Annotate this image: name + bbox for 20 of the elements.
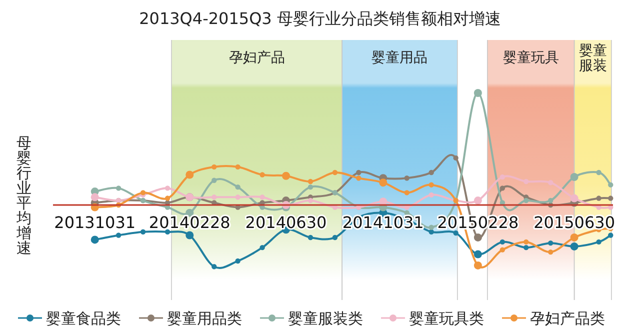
band-label: 婴童玩具: [502, 50, 559, 66]
legend-item: 婴童服装类: [260, 310, 363, 328]
legend-item: 婴童用品类: [139, 310, 242, 328]
legend-item: 孕妇产品类: [502, 310, 605, 328]
x-tick-label: 20150630: [534, 213, 616, 232]
legend-label: 孕妇产品类: [530, 310, 605, 328]
y-axis-title: 母婴行业平均增速: [16, 134, 32, 257]
x-tick-label: 20140630: [245, 213, 327, 232]
chart-title: 2013Q4-2015Q3 母婴行业分品类销售额相对增速: [139, 9, 501, 28]
legend-label: 婴童服装类: [288, 310, 363, 328]
band-label: 孕妇产品: [228, 50, 285, 66]
legend-label: 婴童食品类: [46, 310, 121, 328]
legend-item: 婴童玩具类: [381, 310, 484, 328]
legend-label: 婴童用品类: [167, 310, 242, 328]
band-label: 婴童用品: [372, 50, 428, 66]
legend-label: 婴童玩具类: [409, 310, 484, 328]
x-tick-label: 20131031: [54, 213, 136, 232]
band-label: 婴童服装: [578, 43, 607, 74]
x-tick-label: 20140228: [148, 213, 230, 232]
legend-item: 婴童食品类: [18, 310, 121, 328]
